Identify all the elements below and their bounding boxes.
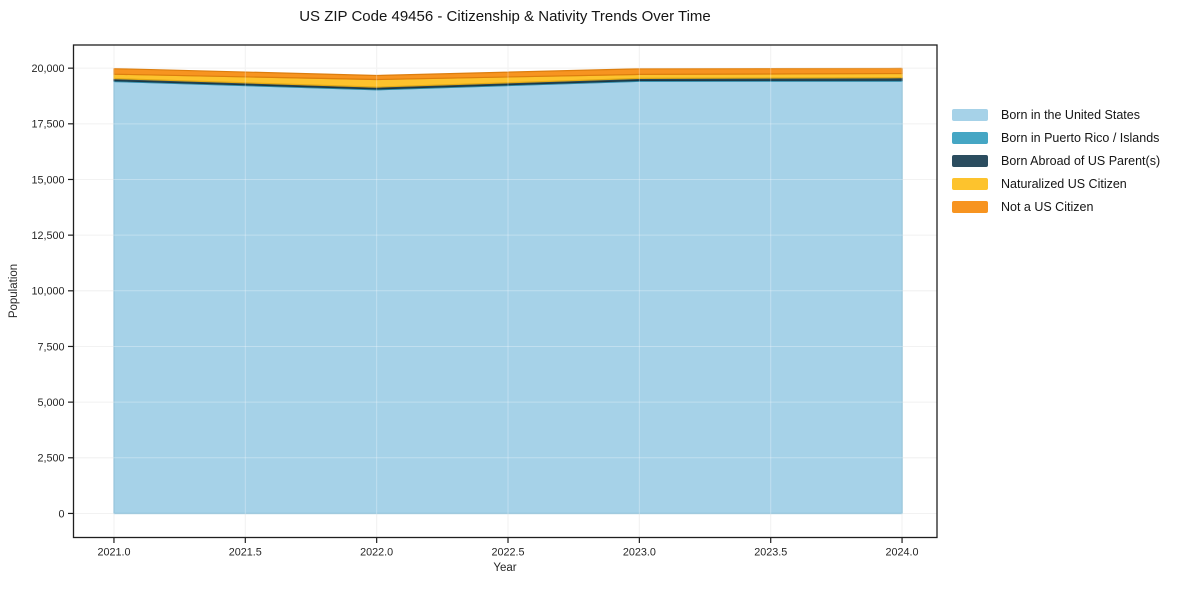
x-tick-label: 2023.0: [623, 547, 656, 559]
x-tick-label: 2022.0: [360, 547, 393, 559]
y-tick-label: 7,500: [37, 341, 64, 353]
x-tick-label: 2021.5: [229, 547, 262, 559]
legend-swatch: [952, 131, 988, 144]
legend-item: Born in Puerto Rico / Islands: [952, 126, 1160, 149]
y-tick-label: 12,500: [31, 230, 64, 242]
x-tick-label: 2023.5: [754, 547, 787, 559]
y-tick-label: 2,500: [37, 453, 64, 465]
y-tick-label: 10,000: [31, 286, 64, 298]
x-tick-label: 2024.0: [886, 547, 919, 559]
legend-label: Not a US Citizen: [1001, 199, 1094, 214]
legend-item: Born Abroad of US Parent(s): [952, 149, 1160, 172]
y-tick-label: 0: [58, 508, 64, 520]
legend: Born in the United States Born in Puerto …: [952, 103, 1160, 218]
legend-label: Born in the United States: [1001, 107, 1140, 122]
legend-swatch: [952, 108, 988, 121]
legend-label: Naturalized US Citizen: [1001, 176, 1127, 191]
y-tick-label: 5,000: [37, 397, 64, 409]
legend-swatch: [952, 200, 988, 213]
y-tick-label: 17,500: [31, 119, 64, 131]
legend-label: Born in Puerto Rico / Islands: [1001, 130, 1160, 145]
legend-item: Born in the United States: [952, 103, 1160, 126]
y-axis-label: Population: [8, 263, 20, 319]
legend-swatch: [952, 177, 988, 190]
legend-label: Born Abroad of US Parent(s): [1001, 153, 1161, 168]
legend-item: Not a US Citizen: [952, 195, 1160, 218]
x-axis-label: Year: [493, 562, 517, 574]
legend-item: Naturalized US Citizen: [952, 172, 1160, 195]
y-tick-label: 15,000: [31, 174, 64, 186]
x-tick-label: 2022.5: [491, 547, 524, 559]
chart-title: US ZIP Code 49456 - Citizenship & Nativi…: [299, 8, 711, 25]
area-series-4: [113, 67, 903, 81]
x-tick-label: 2021.0: [97, 547, 130, 559]
legend-swatch: [952, 154, 988, 167]
y-tick-label: 20,000: [31, 63, 64, 75]
